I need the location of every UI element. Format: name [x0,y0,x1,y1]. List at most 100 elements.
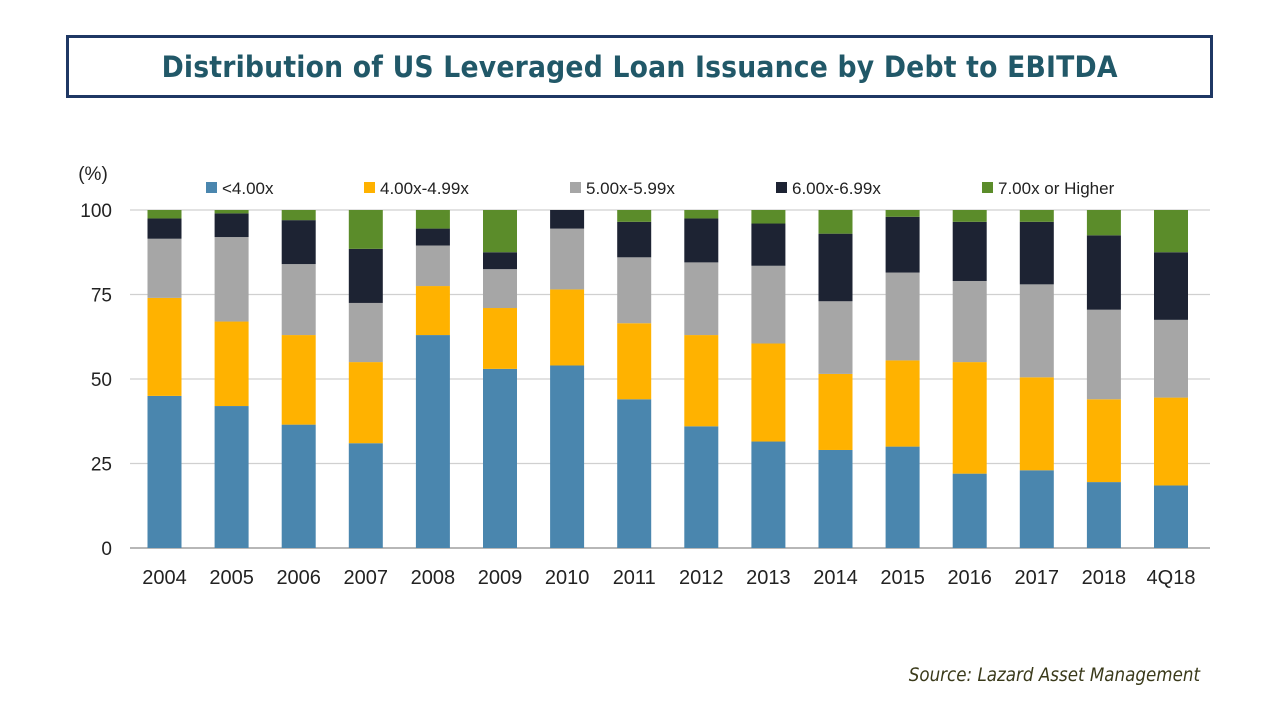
bar-segment [147,238,182,298]
legend-swatch [982,182,993,193]
x-tick-label: 2016 [947,567,992,589]
x-tick-label: 2018 [1082,567,1127,589]
y-tick-label: 50 [91,370,112,391]
bar-segment [483,210,517,253]
bar-segment [147,218,182,239]
bar-segment [147,395,182,548]
bar-segment [415,286,450,336]
x-tick-label: 2012 [679,567,724,589]
legend-label: 4.00x-4.99x [380,179,469,198]
bar-segment [952,473,987,548]
bar-segment [348,302,383,363]
legend-label: 7.00x or Higher [998,179,1115,198]
x-tick-label: 2015 [880,567,925,589]
x-tick-label: 2017 [1015,567,1060,589]
bar-segment [818,301,853,374]
bar-segment [1019,470,1054,548]
bar-segment [751,265,786,344]
bar-segment [1086,482,1121,548]
bar-segment [1019,377,1054,471]
chart-title: Distribution of US Leveraged Loan Issuan… [161,49,1118,84]
bar-segment [751,343,786,442]
bar-segment [885,216,920,273]
bar-segment [1086,399,1121,483]
bar-segment [550,210,585,229]
bar-segment [214,321,249,407]
bar-segment [483,308,517,369]
bar-segment [818,233,853,302]
bar-segment [818,449,853,548]
bar-segment [617,323,652,400]
bar-segment [952,280,987,363]
bar-segment [885,210,920,217]
bar-segment [684,335,719,427]
x-tick-label: 4Q18 [1147,567,1196,589]
y-tick-label: 0 [101,539,112,560]
bar-segment [684,262,719,336]
y-axis-label: (%) [78,164,108,185]
legend-label: 5.00x-5.99x [586,179,675,198]
bar-segment [147,297,182,396]
source-note: Source: Lazard Asset Management [908,664,1200,686]
bar-segment [952,210,987,222]
x-tick-label: 2008 [411,567,456,589]
bar-segment [281,424,316,548]
bar-segment [550,289,585,366]
legend-swatch [776,182,787,193]
bar-segment [348,362,383,444]
bar-segment [281,264,316,336]
legend-swatch [570,182,581,193]
bar-segment [1086,309,1121,400]
bar-segment [885,272,920,361]
legend-swatch [364,182,375,193]
bar-segment [281,210,316,221]
x-tick-label: 2011 [613,567,656,589]
bar-segment [348,248,383,303]
bar-segment [415,245,450,287]
title-box: Distribution of US Leveraged Loan Issuan… [66,35,1213,98]
bar-segment [885,446,920,548]
bar-segment [348,210,383,249]
bar-segment [684,218,719,263]
legend-label: <4.00x [222,179,274,198]
y-tick-label: 25 [91,455,112,476]
bar-segment [415,228,450,246]
bar-segment [751,441,786,548]
bar-segment [281,220,316,265]
bar-segment [617,399,652,548]
y-tick-label: 75 [91,286,112,307]
x-tick-label: 2004 [142,567,187,589]
bar-segment [214,237,249,322]
bar-segment [952,221,987,281]
bar-segment [415,335,450,548]
bar-segment [281,335,316,425]
legend-label: 6.00x-6.99x [792,179,881,198]
bar-segment [147,210,182,219]
bar-segment [1154,210,1188,253]
bar-segment [818,210,853,234]
bar-segment [751,210,786,224]
bar-segment [617,257,652,324]
bar-segment [952,362,987,474]
bar-segment [483,368,517,548]
bar-segment [1154,319,1188,398]
bar-segment [1154,485,1188,548]
bar-segment [1019,221,1054,285]
x-tick-label: 2010 [545,567,590,589]
bar-segment [483,252,517,270]
bar-segment [751,223,786,266]
legend-swatch [206,182,217,193]
bar-segment [550,365,585,548]
bar-segment [550,228,585,290]
bar-segment [483,269,517,309]
bar-segment [617,210,652,222]
bar-segment [684,426,719,548]
bar-segment [617,221,652,258]
x-tick-label: 2009 [478,567,523,589]
bar-segment [818,373,853,450]
bar-segment [415,210,450,229]
bar-segment [1086,210,1121,236]
y-tick-label: 100 [80,201,112,222]
bar-segment [1086,235,1121,310]
